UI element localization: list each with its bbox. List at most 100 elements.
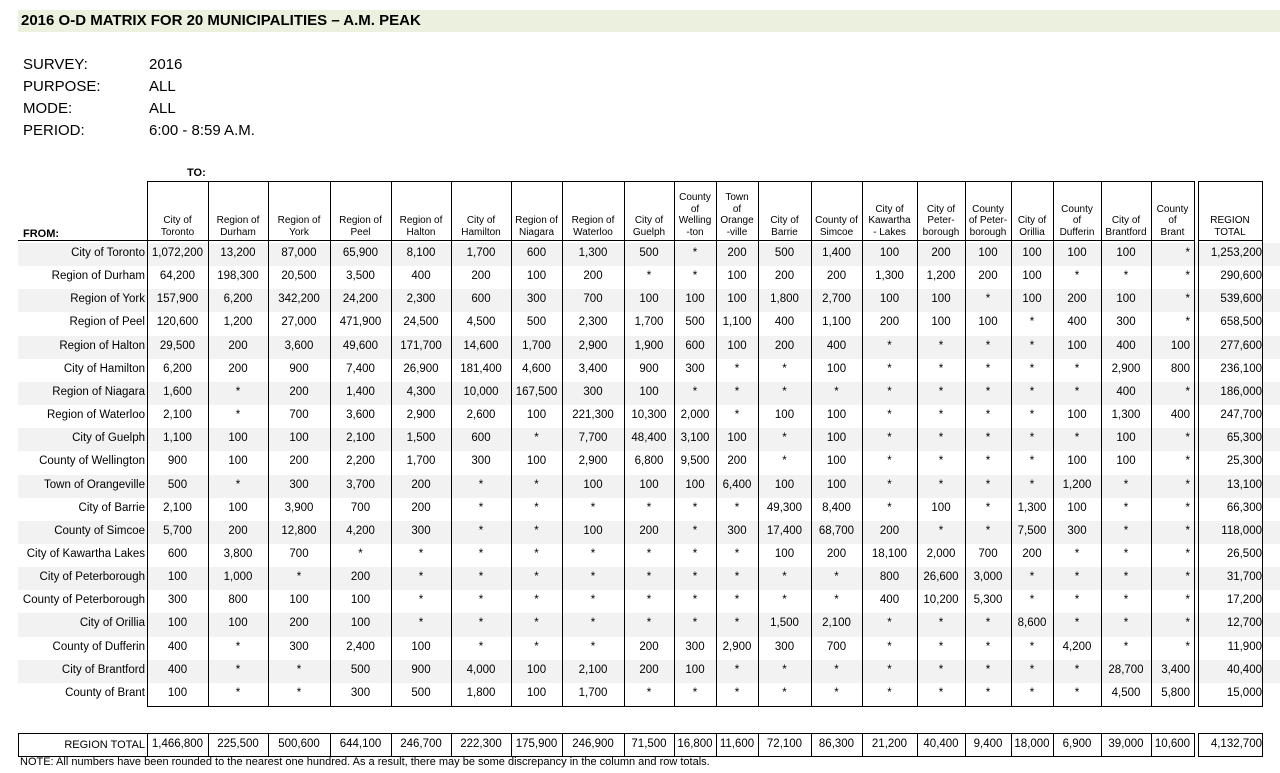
column-header-line: City of <box>163 215 192 226</box>
table-cell: * <box>478 524 484 537</box>
column-header-line: Peter- <box>927 215 955 226</box>
table-rule <box>208 181 209 706</box>
table-cell: 100 <box>727 270 747 283</box>
table-cell: 1,300 <box>578 247 608 259</box>
column-header-text: County of Brant <box>1157 204 1189 239</box>
table-cell: 2,100 <box>163 409 192 422</box>
table-cell: * <box>834 594 839 607</box>
column-header: City of Kawartha - Lakes <box>862 181 917 238</box>
table-cell: 100 <box>931 501 951 514</box>
table-cell: 400 <box>1067 316 1087 329</box>
column-header-line: City of <box>770 215 799 226</box>
column-header: Region of York <box>268 181 330 238</box>
column-header-line: Guelph <box>632 226 666 238</box>
region-total-cell: 1,466,800 <box>151 738 204 750</box>
table-cell: * <box>1185 547 1190 560</box>
table-cell: 300 <box>1067 524 1087 537</box>
column-header-line: City of <box>634 215 664 226</box>
column-header-line: Dufferin <box>1059 226 1095 238</box>
table-cell: 200 <box>774 339 795 352</box>
table-cell: 100 <box>1067 501 1087 514</box>
table-cell: 100 <box>727 293 747 306</box>
column-header-text: Region of Peel <box>339 215 382 238</box>
column-header-line: - Lakes <box>873 226 906 238</box>
table-cell: 500 <box>685 316 705 329</box>
row-total-cell: 247,700 <box>1220 409 1262 422</box>
table-cell: 500 <box>411 686 431 699</box>
table-cell: 500 <box>774 247 795 259</box>
table-cell: * <box>1185 455 1190 468</box>
table-cell: * <box>938 339 944 352</box>
table-cell: * <box>1185 316 1190 329</box>
table-cell: 200 <box>411 478 431 491</box>
region-total-cell: 175,900 <box>515 738 558 750</box>
table-cell: 100 <box>228 617 248 630</box>
region-total-cell: 644,100 <box>339 738 382 750</box>
column-header-line: borough <box>969 226 1007 238</box>
column-header-line: York <box>289 226 309 238</box>
row-label: Region of Durham <box>51 270 145 283</box>
table-cell: 157,900 <box>156 293 199 306</box>
column-header-line: Orillia <box>1019 226 1045 238</box>
table-cell: 1,700 <box>634 316 664 329</box>
table-cell: 3,500 <box>346 270 375 283</box>
region-total-cell: 246,900 <box>572 738 614 750</box>
column-header-text: Town of Orange -ville <box>720 192 753 238</box>
table-cell: * <box>985 409 991 422</box>
table-cell: 100 <box>1067 409 1087 422</box>
table-cell: 12,800 <box>281 524 317 537</box>
table-cell: 14,600 <box>463 339 499 352</box>
table-rule <box>511 181 512 706</box>
table-cell: 100 <box>639 293 659 306</box>
row-band <box>18 289 1280 313</box>
table-cell: 400 <box>411 270 431 283</box>
table-cell: * <box>478 571 484 584</box>
table-cell: 87,000 <box>281 247 317 259</box>
table-rule <box>18 733 1195 734</box>
table-cell: 10,000 <box>463 385 499 398</box>
table-cell: * <box>985 501 991 514</box>
table-cell: * <box>938 478 944 491</box>
row-total-cell: 290,600 <box>1220 270 1262 283</box>
table-cell: * <box>646 594 652 607</box>
column-header-text: City of Brantford <box>1105 215 1146 238</box>
table-cell: 24,500 <box>403 316 439 329</box>
table-cell: * <box>590 547 596 560</box>
table-cell: 300 <box>289 478 309 491</box>
region-total-cell: 86,300 <box>818 738 855 750</box>
table-cell: * <box>534 547 539 560</box>
table-cell: 100 <box>583 524 603 537</box>
table-rule <box>1151 181 1152 706</box>
meta-row: MODE: ALL <box>23 100 176 117</box>
column-header-line: Welling <box>678 215 712 226</box>
table-cell: 100 <box>774 547 795 560</box>
table-cell: 100 <box>1116 432 1136 445</box>
column-header-line: Kawartha <box>868 215 911 226</box>
table-cell: * <box>887 478 892 491</box>
table-cell: 100 <box>1116 247 1136 259</box>
column-header-line: borough <box>922 226 960 238</box>
column-header: City of Barrie <box>758 181 811 238</box>
column-header-text: County of Peter-borough <box>969 204 1007 239</box>
column-header-line: Region of <box>277 215 321 226</box>
table-rule <box>811 733 812 756</box>
table-cell: 1,100 <box>163 432 192 445</box>
column-header-line: Region of <box>571 215 615 226</box>
table-cell: 2,400 <box>346 640 375 653</box>
table-cell: * <box>1185 270 1190 283</box>
table-cell: * <box>296 663 302 676</box>
table-cell: 5,700 <box>163 524 192 537</box>
table-cell: 100 <box>350 617 371 630</box>
table-rule <box>330 181 331 706</box>
table-rule <box>811 181 812 706</box>
column-header-line: Orange <box>720 215 754 226</box>
table-cell: * <box>418 547 424 560</box>
column-header-text: Region of Durham <box>217 215 260 238</box>
row-total-cell: 26,500 <box>1226 547 1262 560</box>
table-cell: 1,100 <box>822 316 851 329</box>
table-cell: 200 <box>583 270 603 283</box>
table-cell: 20,500 <box>281 270 317 283</box>
table-cell: 3,600 <box>284 339 314 352</box>
table-cell: 2,000 <box>926 547 956 560</box>
column-header: Region of Niagara <box>511 181 562 238</box>
